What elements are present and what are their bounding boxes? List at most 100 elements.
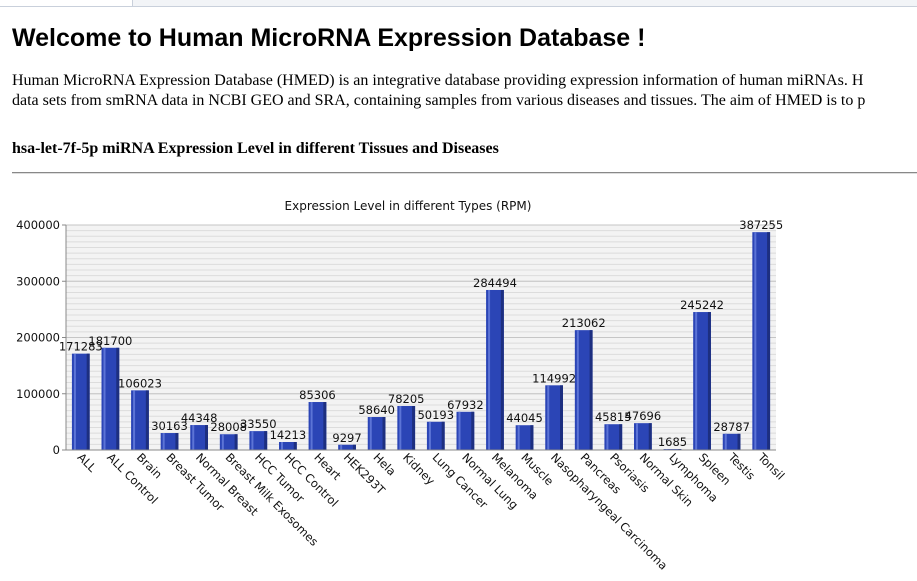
value-label: 106023 xyxy=(118,376,162,390)
bar-body xyxy=(722,433,741,450)
bar-shade xyxy=(323,402,327,450)
bar-highlight xyxy=(517,425,520,450)
bar[interactable] xyxy=(101,347,120,450)
bar-body xyxy=(634,423,652,450)
bar-body xyxy=(693,312,711,450)
bar[interactable] xyxy=(338,444,356,450)
bar-shade xyxy=(264,431,268,450)
bar[interactable] xyxy=(752,232,771,450)
bar[interactable] xyxy=(367,417,386,450)
bar[interactable] xyxy=(397,406,416,450)
bar-body xyxy=(604,424,623,450)
value-label: 28008 xyxy=(210,420,247,434)
bar-body xyxy=(160,433,179,450)
bar-highlight xyxy=(251,431,254,450)
value-label: 85306 xyxy=(299,388,336,402)
bar[interactable] xyxy=(131,390,149,450)
bar[interactable] xyxy=(160,433,179,450)
bar-shade xyxy=(234,434,238,450)
bar[interactable] xyxy=(722,433,741,450)
bar[interactable] xyxy=(426,421,445,450)
bar[interactable] xyxy=(219,434,238,450)
bar-shade xyxy=(589,330,593,450)
bar-shade xyxy=(500,289,504,450)
bar[interactable] xyxy=(574,330,593,450)
x-tick-label: ALL xyxy=(75,450,100,475)
section-divider xyxy=(12,172,917,174)
bar-body xyxy=(71,353,90,450)
bar[interactable] xyxy=(190,425,208,450)
bar-highlight xyxy=(488,289,491,450)
bar-shade xyxy=(205,425,208,450)
value-label: 1685 xyxy=(658,435,687,449)
bar[interactable] xyxy=(308,402,327,450)
bar-body xyxy=(367,417,386,450)
y-axis-ticks: 0 100000 200000 300000 400000 xyxy=(16,218,66,457)
chart-title: Expression Level in different Types (RPM… xyxy=(285,199,532,213)
value-label: 33550 xyxy=(240,417,277,431)
bar-shade xyxy=(441,421,445,450)
bars xyxy=(71,232,771,450)
bar-body xyxy=(131,390,149,450)
bar-body xyxy=(545,385,563,450)
browser-tab[interactable] xyxy=(0,0,133,6)
bar[interactable] xyxy=(456,411,475,450)
bar-shade xyxy=(352,444,356,450)
value-label: 67932 xyxy=(447,398,484,412)
value-label: 171283 xyxy=(59,340,103,354)
y-tick-label: 100000 xyxy=(16,387,60,401)
bar-body xyxy=(515,425,534,450)
bar[interactable] xyxy=(515,425,534,450)
bar-body xyxy=(308,402,327,450)
page-title: Welcome to Human MicroRNA Expression Dat… xyxy=(12,24,646,52)
bar[interactable] xyxy=(693,312,711,450)
bar[interactable] xyxy=(71,353,90,450)
bar[interactable] xyxy=(279,442,297,450)
value-label: 50193 xyxy=(417,408,454,422)
y-tick-label: 0 xyxy=(53,443,60,457)
bar-shade xyxy=(648,423,652,450)
bar[interactable] xyxy=(634,423,652,450)
bar-highlight xyxy=(576,330,579,450)
intro-line-1: Human MicroRNA Expression Database (HMED… xyxy=(12,72,864,89)
value-label: 45815 xyxy=(595,410,632,424)
intro-paragraph: Human MicroRNA Expression Database (HMED… xyxy=(12,71,865,111)
bar-body xyxy=(456,411,475,450)
bar-highlight xyxy=(103,347,106,450)
gridlines xyxy=(66,224,776,451)
bar-highlight xyxy=(310,402,313,450)
value-label: 181700 xyxy=(88,334,132,348)
bar-body xyxy=(279,442,297,450)
value-label: 213062 xyxy=(562,316,606,330)
bar-highlight xyxy=(340,444,343,450)
bar-shade xyxy=(86,353,90,450)
bar-highlight xyxy=(636,423,638,450)
bar[interactable] xyxy=(249,431,268,450)
value-label: 9297 xyxy=(332,431,361,445)
value-label: 30163 xyxy=(151,419,188,433)
bar-shade xyxy=(767,232,771,450)
browser-tab-strip xyxy=(0,0,917,7)
bar-highlight xyxy=(221,434,224,450)
value-label: 78205 xyxy=(388,392,425,406)
bar[interactable] xyxy=(486,289,504,450)
section-subtitle: hsa-let-7f-5p miRNA Expression Level in … xyxy=(12,140,499,157)
bar[interactable] xyxy=(545,385,563,450)
expression-bar-chart: Expression Level in different Types (RPM… xyxy=(16,199,788,573)
y-tick-label: 400000 xyxy=(16,218,60,232)
bar[interactable] xyxy=(604,424,623,450)
value-label: 245242 xyxy=(680,298,724,312)
value-label: 44348 xyxy=(181,411,218,425)
bar-body xyxy=(486,289,504,450)
bar-shade xyxy=(619,424,623,450)
bar-shade xyxy=(145,390,149,450)
bar-shade xyxy=(471,411,475,450)
bar-body xyxy=(752,232,771,450)
bar-body xyxy=(574,330,593,450)
y-tick-label: 300000 xyxy=(16,274,60,288)
value-label: 28787 xyxy=(713,420,750,434)
bar-body xyxy=(190,425,208,450)
bar-highlight xyxy=(369,417,372,450)
bar-highlight xyxy=(192,425,195,450)
